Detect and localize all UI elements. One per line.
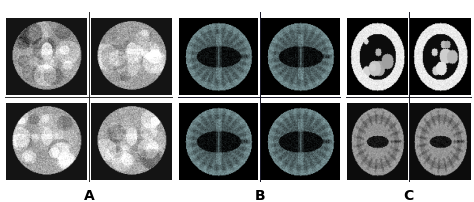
Text: A: A (84, 189, 94, 202)
Text: C: C (403, 189, 414, 202)
Text: B: B (255, 189, 265, 202)
